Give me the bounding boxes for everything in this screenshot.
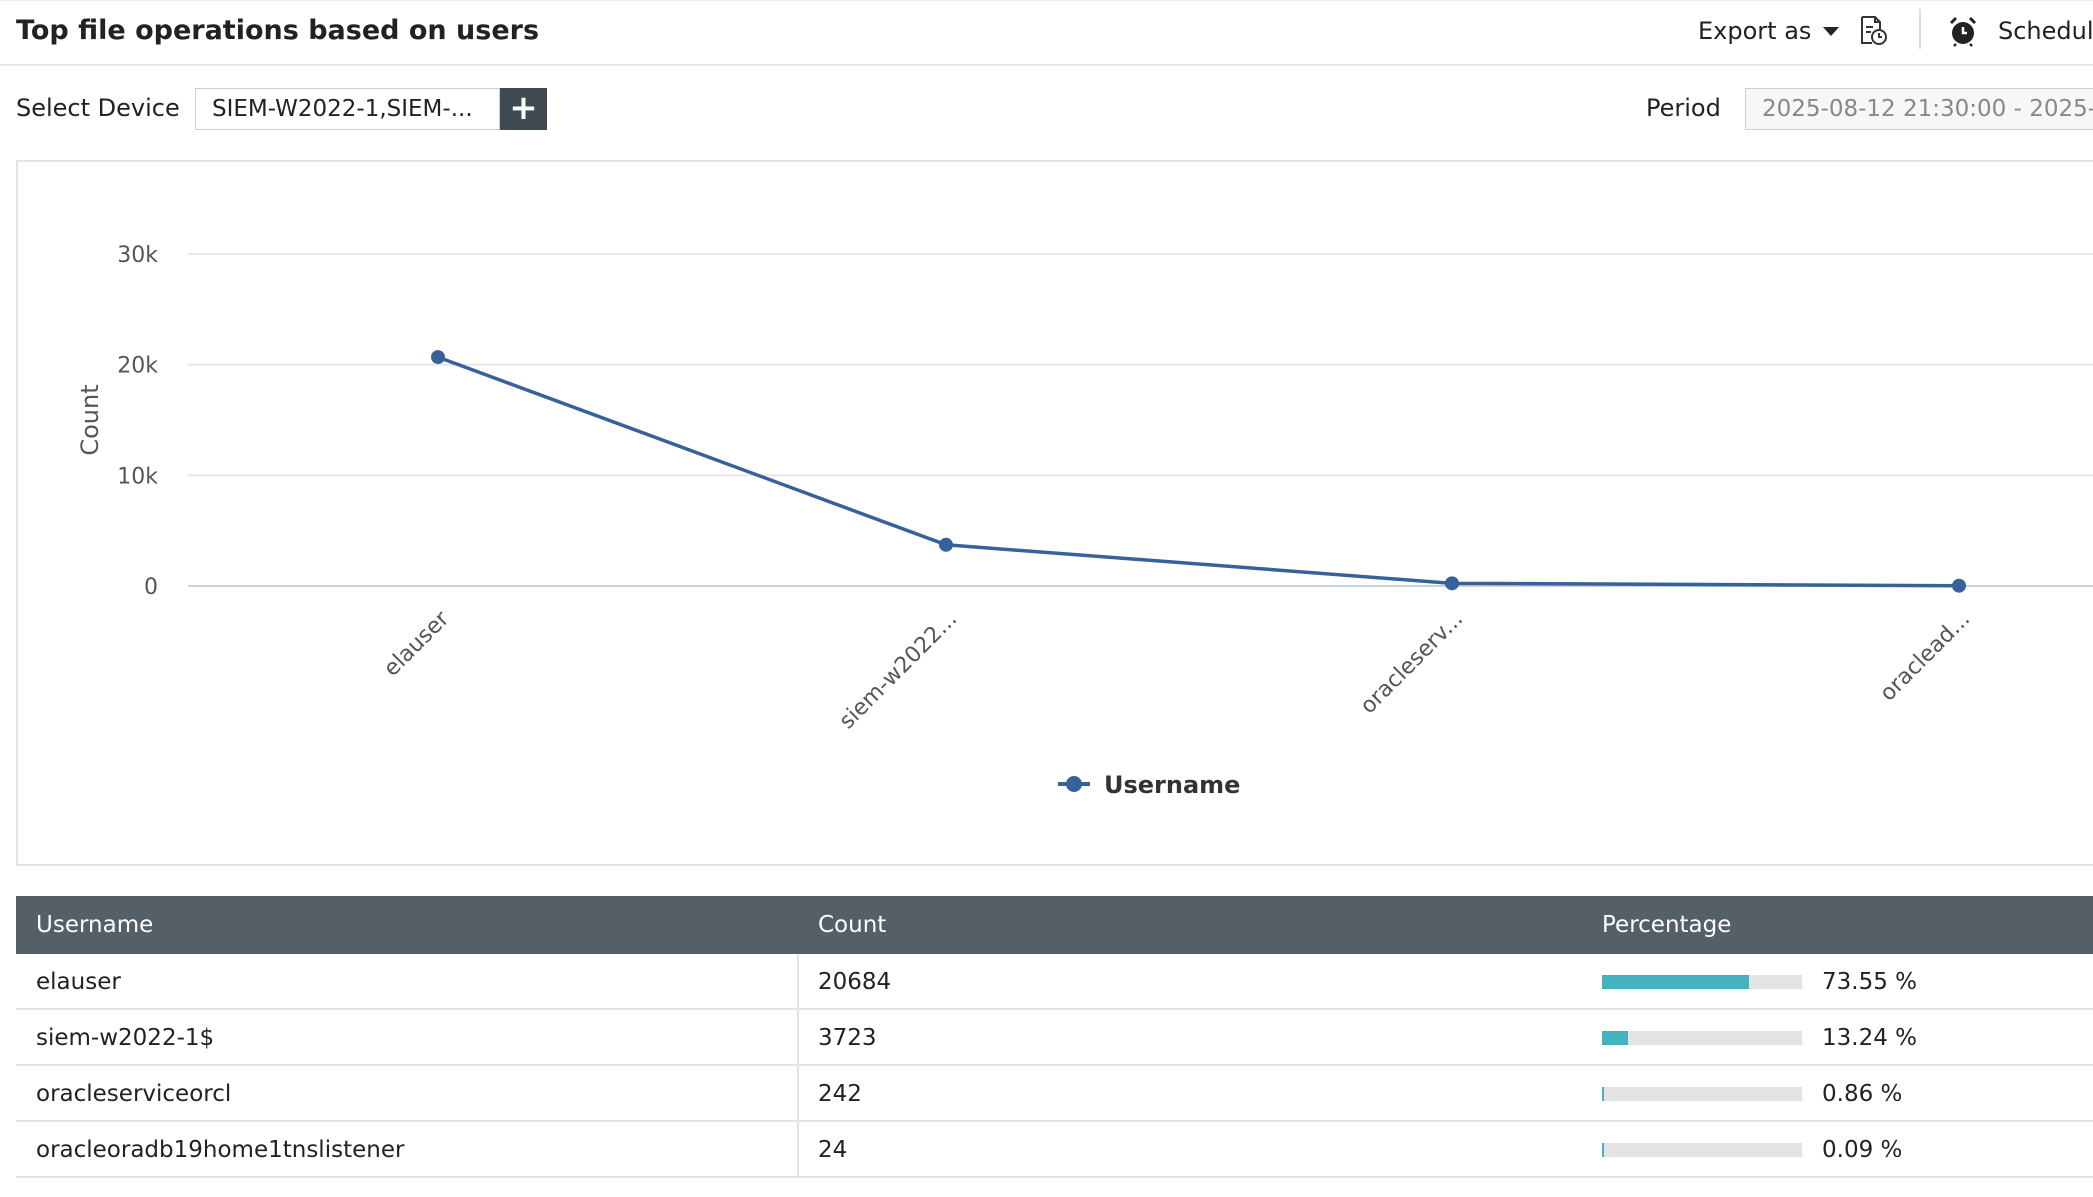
- cell-percentage: 13.24 %: [1822, 1025, 1918, 1051]
- alarm-clock-icon[interactable]: [1948, 15, 1978, 47]
- line-chart: 0 10k 20k 30k Count elauser siem-w2022... oracl…: [76, 243, 2093, 799]
- column-divider: [797, 1066, 799, 1120]
- x-tick-label: oraclead...: [1875, 607, 1975, 707]
- data-point[interactable]: [1445, 576, 1459, 591]
- percentage-bar-fill: [1602, 1031, 1629, 1045]
- export-as-dropdown[interactable]: Export as: [1698, 17, 1840, 45]
- y-tick-label: 0: [144, 575, 158, 600]
- percentage-bar: [1602, 1031, 1802, 1045]
- data-point[interactable]: [431, 350, 445, 365]
- percentage-bar: [1602, 975, 1802, 989]
- period-label: Period: [1646, 94, 1721, 122]
- y-axis-label: Count: [76, 384, 104, 455]
- cell-username[interactable]: siem-w2022-1$: [36, 1025, 215, 1051]
- schedule-button[interactable]: Schedule: [1998, 17, 2093, 45]
- column-divider: [797, 1122, 799, 1176]
- percentage-bar-fill: [1602, 975, 1750, 989]
- legend-marker-icon: [1066, 776, 1082, 792]
- table-body: elauser 20684 73.55 % siem-w2022-1$ 3723 13.2…: [16, 954, 2093, 1178]
- data-point[interactable]: [939, 537, 953, 552]
- y-tick-label: 30k: [117, 243, 158, 268]
- percentage-bar: [1602, 1143, 1802, 1157]
- column-divider: [797, 954, 799, 1008]
- device-select-field[interactable]: SIEM-W2022-1,SIEM-...: [195, 88, 500, 130]
- x-tick-label: siem-w2022...: [835, 607, 963, 735]
- x-tick-label: elauser: [379, 606, 455, 682]
- period-field[interactable]: 2025-08-12 21:30:00 - 2025-: [1745, 88, 2093, 130]
- percentage-bar: [1602, 1087, 1802, 1101]
- header-divider: [1919, 9, 1921, 49]
- column-header-count[interactable]: Count: [818, 912, 887, 938]
- cell-username[interactable]: elauser: [36, 969, 121, 995]
- column-divider: [797, 1010, 799, 1064]
- legend-label-username[interactable]: Username: [1104, 771, 1240, 799]
- percentage-bar-fill: [1602, 1087, 1604, 1101]
- table-row: siem-w2022-1$ 3723 13.24 %: [16, 1010, 2093, 1066]
- add-device-button[interactable]: +: [500, 88, 547, 130]
- table-header: Username Count Percentage: [16, 896, 2093, 954]
- cell-percentage: 73.55 %: [1822, 969, 1918, 995]
- x-tick-label: oracleserv...: [1356, 607, 1468, 719]
- caret-down-icon: [1823, 26, 1840, 36]
- table-row: oracleserviceorcl 242 0.86 %: [16, 1066, 2093, 1122]
- export-as-label: Export as: [1698, 17, 1812, 45]
- chart-panel: 0 10k 20k 30k Count elauser siem-w2022... oracl…: [16, 160, 2093, 866]
- column-header-percentage[interactable]: Percentage: [1602, 912, 1732, 938]
- cell-username[interactable]: oracleoradb19home1tnslistener: [36, 1137, 405, 1163]
- y-tick-label: 20k: [117, 354, 158, 379]
- cell-count: 242: [818, 1081, 862, 1107]
- report-header: Top file operations based on users Expor…: [0, 0, 2093, 66]
- cell-username[interactable]: oracleserviceorcl: [36, 1081, 232, 1107]
- page-title: Top file operations based on users: [16, 15, 540, 46]
- cell-percentage: 0.09 %: [1822, 1137, 1903, 1163]
- series-line-username: [437, 355, 1960, 588]
- percentage-bar-fill: [1602, 1143, 1604, 1157]
- cell-percentage: 0.86 %: [1822, 1081, 1903, 1107]
- cell-count: 24: [818, 1137, 848, 1163]
- data-point[interactable]: [1952, 578, 1966, 593]
- cell-count: 3723: [818, 1025, 877, 1051]
- column-header-username[interactable]: Username: [36, 912, 154, 938]
- table-row: oracleoradb19home1tnslistener 24 0.09 %: [16, 1122, 2093, 1178]
- y-tick-label: 10k: [117, 464, 158, 489]
- cell-count: 20684: [818, 969, 892, 995]
- table-row: elauser 20684 73.55 %: [16, 954, 2093, 1010]
- data-table: Username Count Percentage elauser 20684 73…: [16, 896, 2093, 1178]
- pdf-schedule-icon[interactable]: [1858, 15, 1888, 47]
- select-device-label: Select Device: [16, 94, 180, 122]
